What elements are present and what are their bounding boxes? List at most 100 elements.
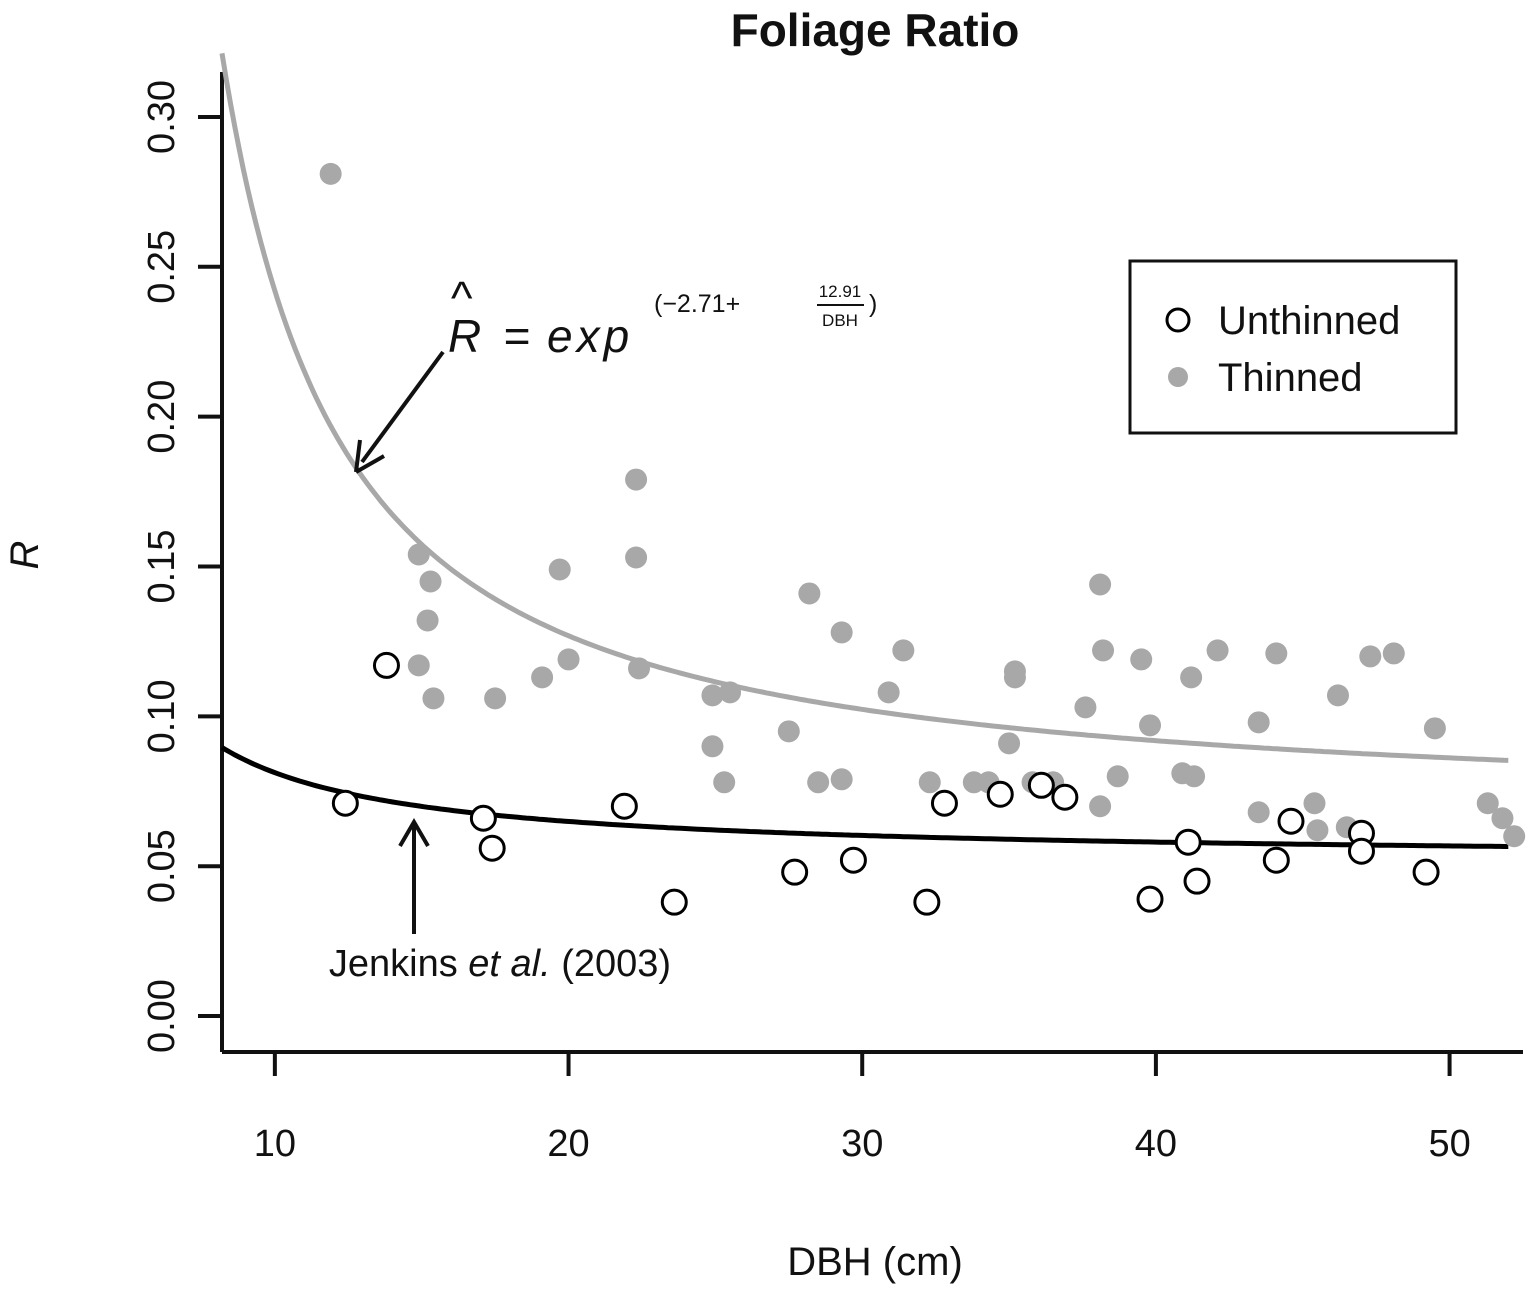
unthinned-point	[331, 789, 359, 817]
thinned-point	[830, 768, 853, 791]
thinned-point	[1074, 696, 1097, 719]
thinned-point	[548, 558, 571, 581]
unthinned-point	[1027, 771, 1055, 799]
y-tick-label: 0.10	[141, 679, 183, 753]
thinned-point	[1423, 717, 1446, 740]
thinned-point	[798, 582, 821, 605]
y-tick-label: 0.00	[141, 979, 183, 1053]
thinned-point	[1180, 666, 1203, 689]
unthinned-point	[986, 780, 1014, 808]
x-ticks: 10 20 30 40 50	[254, 1052, 1471, 1165]
legend-label-unthinned: Unthinned	[1218, 299, 1400, 343]
legend-label-thinned: Thinned	[1218, 356, 1363, 400]
thinned-point	[1265, 642, 1288, 665]
unthinned-point	[1412, 858, 1440, 886]
thinned-point	[422, 687, 445, 710]
fitted-model-curve	[219, 52, 1509, 763]
thinned-point	[1130, 648, 1153, 671]
thinned-point	[416, 609, 439, 632]
thinned-point	[998, 732, 1021, 755]
unthinned-point	[1136, 885, 1164, 913]
thinned-point	[1359, 645, 1382, 668]
y-tick-label: 0.05	[141, 829, 183, 903]
thinned-point	[628, 657, 651, 680]
unthinned-points	[331, 651, 1440, 916]
jenkins-annotation: Jenkins et al. (2003)	[329, 818, 671, 985]
thinned-point	[407, 654, 430, 677]
thinned-point	[713, 771, 736, 794]
formula-exponent-open: (−2.71+	[654, 290, 740, 318]
legend: Unthinned Thinned	[1128, 259, 1458, 435]
y-ticks: 0.00 0.05 0.10 0.15 0.20 0.25 0.30	[141, 80, 222, 1053]
unthinned-point	[1183, 867, 1211, 895]
thinned-point	[1003, 666, 1026, 689]
thinned-point	[1491, 807, 1514, 830]
thinned-point	[1089, 573, 1112, 596]
x-tick-label: 30	[841, 1123, 883, 1165]
thinned-point	[1247, 711, 1270, 734]
x-tick-label: 40	[1135, 1123, 1177, 1165]
thinned-point	[1089, 795, 1112, 818]
thinned-point	[625, 546, 648, 569]
jenkins-arrow-head	[398, 818, 430, 848]
unthinned-point	[1174, 828, 1202, 856]
legend-box	[1128, 259, 1458, 435]
thinned-point	[1206, 639, 1229, 662]
thinned-point	[1382, 642, 1405, 665]
unthinned-point	[469, 804, 497, 832]
thinned-point	[484, 687, 507, 710]
formula-exponent-close: )	[869, 290, 877, 318]
unthinned-point	[930, 789, 958, 817]
thinned-point	[807, 771, 830, 794]
legend-marker-thinned	[1168, 367, 1188, 387]
formula-rhs: exp	[547, 310, 633, 362]
jenkins-label-italic: et al.	[468, 943, 550, 985]
y-tick-label: 0.25	[141, 230, 183, 304]
unthinned-point	[781, 858, 809, 886]
jenkins-label: Jenkins et al. (2003)	[329, 943, 671, 985]
x-axis-label: DBH (cm)	[787, 1240, 963, 1284]
y-tick-label: 0.30	[141, 80, 183, 154]
thinned-point	[531, 666, 554, 689]
thinned-point	[701, 735, 724, 758]
thinned-point	[1106, 765, 1129, 788]
legend-marker-unthinned	[1165, 307, 1191, 333]
thinned-point	[1303, 792, 1326, 815]
thinned-point	[892, 639, 915, 662]
formula-arrow-line	[360, 350, 445, 464]
unthinned-point	[610, 792, 638, 820]
thinned-point	[1139, 714, 1162, 737]
unthinned-point	[913, 888, 941, 916]
unthinned-point	[1051, 783, 1079, 811]
unthinned-point	[478, 834, 506, 862]
thinned-point	[419, 570, 442, 593]
thinned-point	[557, 648, 580, 671]
y-tick-label: 0.15	[141, 530, 183, 604]
y-axis-label: R	[3, 541, 47, 570]
thinned-point	[777, 720, 800, 743]
thinned-point	[625, 468, 648, 491]
y-tick-label: 0.20	[141, 380, 183, 454]
unthinned-point	[372, 651, 400, 679]
unthinned-point	[660, 888, 688, 916]
thinned-point	[1326, 684, 1349, 707]
jenkins-label-suffix: (2003)	[551, 943, 671, 985]
x-tick-label: 50	[1428, 1123, 1470, 1165]
chart-title: Foliage Ratio	[731, 4, 1020, 56]
unthinned-point	[1262, 846, 1290, 874]
jenkins-curve	[220, 745, 1509, 849]
thinned-point	[719, 681, 742, 704]
unthinned-point	[839, 846, 867, 874]
thinned-point	[1476, 792, 1499, 815]
unthinned-point	[1277, 807, 1305, 835]
thinned-point	[877, 681, 900, 704]
thinned-point	[1503, 825, 1526, 848]
thinned-point	[830, 621, 853, 644]
thinned-point	[1306, 819, 1329, 842]
formula-fraction-numerator: 12.91	[819, 282, 862, 301]
formula-equals: =	[503, 310, 530, 362]
unthinned-point	[1347, 837, 1375, 865]
thinned-points	[319, 162, 1526, 848]
formula-fraction-denominator: DBH	[822, 311, 858, 330]
